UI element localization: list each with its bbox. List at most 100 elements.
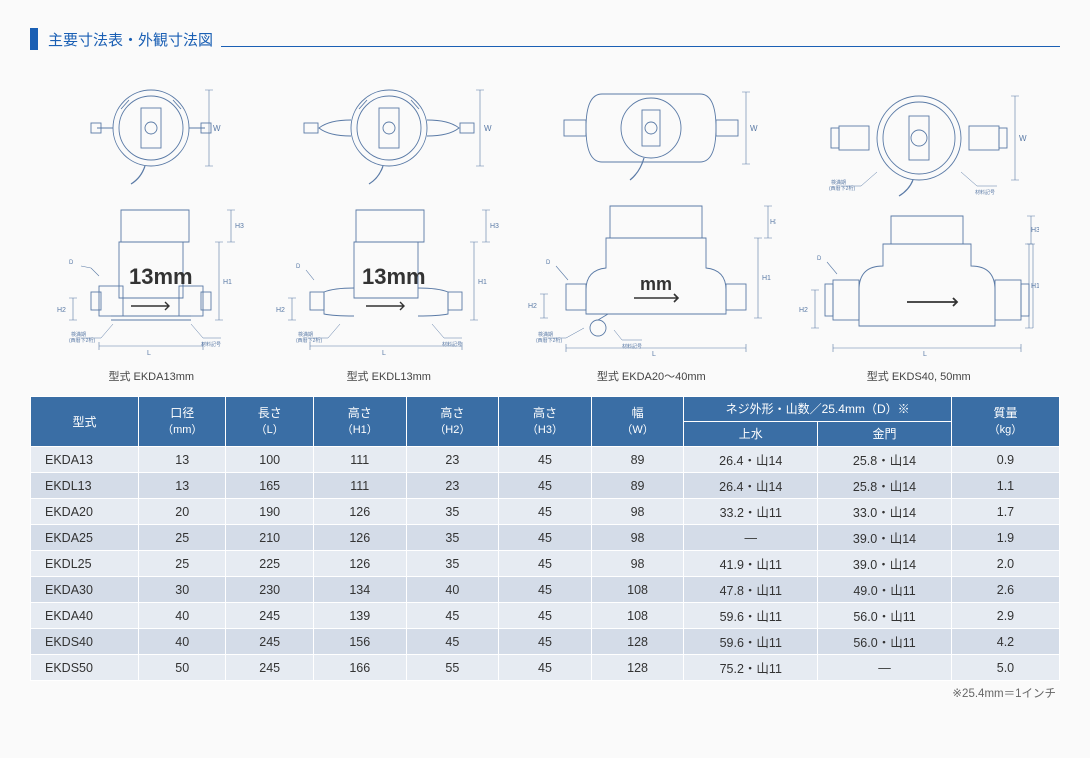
cell-h1: 134 xyxy=(313,577,406,603)
svg-text:W: W xyxy=(484,124,492,133)
svg-text:(西暦下2桁): (西暦下2桁) xyxy=(536,337,562,344)
diagram-col: W mm L H1 H3 H2 xyxy=(526,68,776,384)
svg-text:検満期: 検満期 xyxy=(831,179,846,186)
cell-w: 108 xyxy=(591,577,684,603)
svg-text:H3: H3 xyxy=(490,223,499,230)
th-len: 長さ（L） xyxy=(226,397,313,447)
th-thread: ネジ外形・山数／25.4mm（D）※ xyxy=(684,397,952,422)
cell-model: EKDL13 xyxy=(31,473,139,499)
cell-h1: 166 xyxy=(313,655,406,681)
svg-text:H3: H3 xyxy=(1031,227,1039,234)
diagram-col: W 検満期 (西暦下2桁) 材料記号 L xyxy=(799,78,1039,384)
side-view-diagram: 13mm L H1 H3 H2 D 検満期 (西暦下2桁) 材料記号 xyxy=(274,198,504,358)
table-row: EKDL131316511123458926.4・山1425.8・山141.1 xyxy=(31,473,1060,499)
svg-text:L: L xyxy=(652,351,656,358)
cell-h3: 45 xyxy=(499,447,592,473)
section-title: 主要寸法表・外観寸法図 xyxy=(30,28,1060,50)
svg-text:H1: H1 xyxy=(223,279,232,286)
side-view-diagram: L H2 D H1 H3 xyxy=(799,208,1039,358)
cell-dia: 13 xyxy=(139,447,226,473)
cell-w: 98 xyxy=(591,525,684,551)
cell-h2: 45 xyxy=(406,603,499,629)
svg-text:D: D xyxy=(546,260,551,266)
svg-text:13mm: 13mm xyxy=(129,264,193,289)
svg-text:W: W xyxy=(750,124,758,133)
spec-table: 型式 口径（mm） 長さ（L） 高さ（H1） 高さ（H2） 高さ（H3） 幅（W… xyxy=(30,396,1060,681)
cell-kinmon: 56.0・山11 xyxy=(818,629,952,655)
svg-text:H2: H2 xyxy=(57,307,66,314)
th-h1: 高さ（H1） xyxy=(313,397,406,447)
cell-h1: 126 xyxy=(313,551,406,577)
cell-h1: 111 xyxy=(313,473,406,499)
svg-text:L: L xyxy=(382,350,386,357)
cell-h3: 45 xyxy=(499,603,592,629)
svg-text:D: D xyxy=(69,260,74,266)
diagram-label: 型式 EKDA20〜40mm xyxy=(597,368,706,384)
svg-text:H1: H1 xyxy=(1031,283,1039,290)
cell-kinmon: 33.0・山14 xyxy=(818,499,952,525)
cell-h3: 45 xyxy=(499,473,592,499)
th-model: 型式 xyxy=(31,397,139,447)
svg-text:H1: H1 xyxy=(762,275,771,282)
svg-text:H2: H2 xyxy=(276,307,285,314)
cell-kinmon: 56.0・山11 xyxy=(818,603,952,629)
footnote: ※25.4mm＝1インチ xyxy=(30,685,1060,701)
side-view-diagram: 13mm L H1 H3 H2 D 検満期 (西暦下2桁) 材料記号 xyxy=(51,198,251,358)
cell-h2: 35 xyxy=(406,551,499,577)
svg-text:13mm: 13mm xyxy=(362,264,426,289)
th-h3: 高さ（H3） xyxy=(499,397,592,447)
cell-dia: 25 xyxy=(139,551,226,577)
svg-text:mm: mm xyxy=(640,274,672,294)
cell-h2: 35 xyxy=(406,499,499,525)
cell-mass: 1.9 xyxy=(951,525,1059,551)
cell-len: 210 xyxy=(226,525,313,551)
cell-jousui: — xyxy=(684,525,818,551)
cell-kinmon: 25.8・山14 xyxy=(818,473,952,499)
top-view-diagram: W xyxy=(284,68,494,188)
cell-kinmon: 49.0・山11 xyxy=(818,577,952,603)
cell-dia: 20 xyxy=(139,499,226,525)
svg-text:W: W xyxy=(213,124,221,133)
cell-mass: 2.0 xyxy=(951,551,1059,577)
svg-text:D: D xyxy=(296,264,301,270)
svg-text:H1: H1 xyxy=(478,279,487,286)
svg-text:(西暦下2桁): (西暦下2桁) xyxy=(69,337,95,344)
cell-dia: 50 xyxy=(139,655,226,681)
cell-h3: 45 xyxy=(499,551,592,577)
cell-h2: 40 xyxy=(406,577,499,603)
svg-text:(西暦下2桁): (西暦下2桁) xyxy=(296,337,322,344)
cell-jousui: 59.6・山11 xyxy=(684,603,818,629)
svg-text:材料記号: 材料記号 xyxy=(201,341,221,348)
cell-h3: 45 xyxy=(499,655,592,681)
cell-model: EKDA20 xyxy=(31,499,139,525)
cell-len: 245 xyxy=(226,629,313,655)
svg-text:(西暦下2桁): (西暦下2桁) xyxy=(829,185,855,192)
diagram-col: W 13mm L xyxy=(51,68,251,384)
top-view-diagram: W xyxy=(61,68,241,188)
table-row: EKDS4040245156454512859.6・山1156.0・山114.2 xyxy=(31,629,1060,655)
cell-h1: 111 xyxy=(313,447,406,473)
table-body: EKDA131310011123458926.4・山1425.8・山140.9E… xyxy=(31,447,1060,681)
svg-text:H3: H3 xyxy=(770,219,776,226)
cell-len: 245 xyxy=(226,603,313,629)
svg-text:L: L xyxy=(923,351,927,358)
th-jousui: 上水 xyxy=(684,422,818,447)
cell-h2: 23 xyxy=(406,447,499,473)
svg-text:検満期: 検満期 xyxy=(538,331,553,338)
cell-dia: 30 xyxy=(139,577,226,603)
cell-h3: 45 xyxy=(499,499,592,525)
cell-w: 128 xyxy=(591,629,684,655)
svg-text:W: W xyxy=(1019,134,1027,143)
cell-h2: 35 xyxy=(406,525,499,551)
cell-jousui: 75.2・山11 xyxy=(684,655,818,681)
cell-model: EKDS40 xyxy=(31,629,139,655)
table-row: EKDL252522512635459841.9・山1139.0・山142.0 xyxy=(31,551,1060,577)
th-kinmon: 金門 xyxy=(818,422,952,447)
cell-h2: 45 xyxy=(406,629,499,655)
cell-mass: 1.1 xyxy=(951,473,1059,499)
cell-w: 89 xyxy=(591,473,684,499)
cell-mass: 4.2 xyxy=(951,629,1059,655)
diagram-label: 型式 EKDA13mm xyxy=(108,368,194,384)
cell-dia: 40 xyxy=(139,629,226,655)
svg-text:H2: H2 xyxy=(528,303,537,310)
